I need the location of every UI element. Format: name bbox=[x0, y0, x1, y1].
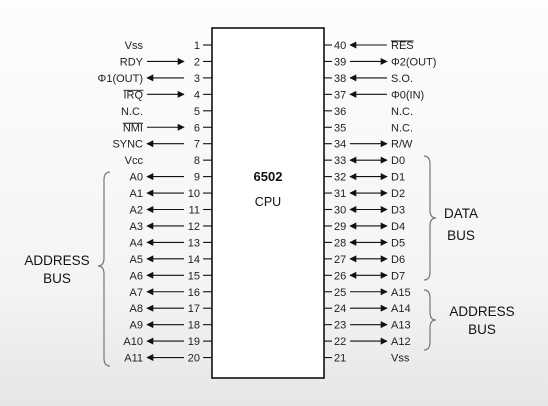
right-address-bus-brace bbox=[423, 289, 437, 351]
pin-number-6: 6 bbox=[194, 122, 200, 134]
data-bus-label-line1: DATA bbox=[444, 206, 478, 221]
pin-label-31: D2 bbox=[391, 188, 405, 200]
pin-number-40: 40 bbox=[334, 40, 346, 52]
pin-number-5: 5 bbox=[194, 106, 200, 118]
pin-label-33: D0 bbox=[391, 155, 405, 167]
pin-number-11: 11 bbox=[189, 205, 200, 217]
pin-number-21: 21 bbox=[334, 353, 346, 365]
pin-label-11: A2 bbox=[130, 205, 143, 217]
pin-label-35: N.C. bbox=[391, 122, 413, 134]
pin-label-22: A12 bbox=[391, 336, 411, 348]
pin-number-13: 13 bbox=[188, 237, 200, 249]
pin-label-27: D6 bbox=[391, 254, 405, 266]
left-address-bus-label-line1: ADDRESS bbox=[24, 253, 89, 268]
pin-number-2: 2 bbox=[194, 56, 200, 68]
left-address-bus-brace bbox=[97, 171, 111, 367]
pin-label-20: A11 bbox=[124, 353, 143, 365]
pin-number-19: 19 bbox=[188, 336, 200, 348]
pin-number-38: 38 bbox=[334, 73, 346, 85]
pin-number-33: 33 bbox=[334, 155, 346, 167]
pin-number-14: 14 bbox=[188, 254, 200, 266]
pin-label-4: IRQ bbox=[123, 89, 143, 101]
data-bus-brace bbox=[423, 155, 437, 281]
pin-number-16: 16 bbox=[188, 287, 200, 299]
pin-number-26: 26 bbox=[334, 270, 346, 282]
pin-number-23: 23 bbox=[334, 320, 346, 332]
pin-label-3: Φ1(OUT) bbox=[98, 73, 143, 85]
pin-number-15: 15 bbox=[188, 270, 200, 282]
pin-label-12: A3 bbox=[130, 221, 143, 233]
pin-label-6: NMI bbox=[123, 122, 143, 134]
pin-label-30: D3 bbox=[391, 205, 405, 217]
pin-label-15: A6 bbox=[130, 270, 143, 282]
pin-rows: 1 Vss 2 RDY 3 Φ1(OUT) 4 IRQ 5 N.C. 6 NMI 7 SYNC 8 Vcc 9 A… bbox=[98, 40, 437, 365]
pin-label-34: R/W bbox=[391, 139, 413, 151]
right-address-bus-label-line1: ADDRESS bbox=[449, 304, 514, 319]
pin-label-7: SYNC bbox=[112, 139, 143, 151]
chip-model: 6502 bbox=[254, 169, 283, 184]
pin-label-40: RES bbox=[391, 40, 414, 52]
pin-number-3: 3 bbox=[194, 73, 200, 85]
left-address-bus-label-line2: BUS bbox=[43, 271, 71, 286]
pin-label-26: D7 bbox=[391, 270, 405, 282]
pin-number-10: 10 bbox=[188, 188, 200, 200]
pin-label-9: A0 bbox=[130, 172, 143, 184]
pin-label-36: N.C. bbox=[391, 106, 413, 118]
pin-label-1: Vss bbox=[125, 40, 144, 52]
pin-label-19: A10 bbox=[123, 336, 143, 348]
pin-label-39: Φ2(OUT) bbox=[391, 56, 436, 68]
pin-number-8: 8 bbox=[194, 155, 200, 167]
pin-number-18: 18 bbox=[188, 320, 200, 332]
pin-number-1: 1 bbox=[194, 40, 200, 52]
pin-number-20: 20 bbox=[188, 353, 200, 365]
pin-label-13: A4 bbox=[130, 237, 143, 249]
pin-number-25: 25 bbox=[334, 287, 346, 299]
pin-number-29: 29 bbox=[334, 221, 346, 233]
pin-label-16: A7 bbox=[130, 287, 143, 299]
pin-number-9: 9 bbox=[194, 172, 200, 184]
pin-number-22: 22 bbox=[334, 336, 346, 348]
pin-label-18: A9 bbox=[130, 320, 143, 332]
pin-label-32: D1 bbox=[391, 172, 405, 184]
pin-number-34: 34 bbox=[334, 139, 346, 151]
right-address-bus-label-line2: BUS bbox=[468, 322, 496, 337]
pin-label-25: A15 bbox=[391, 287, 411, 299]
pin-label-8: Vcc bbox=[125, 155, 144, 167]
pin-label-10: A1 bbox=[130, 188, 143, 200]
pin-label-28: D5 bbox=[391, 237, 405, 249]
pin-label-21: Vss bbox=[391, 353, 410, 365]
data-bus-label-line2: BUS bbox=[447, 228, 475, 243]
pin-number-4: 4 bbox=[194, 89, 200, 101]
pin-number-35: 35 bbox=[334, 122, 346, 134]
pin-number-28: 28 bbox=[334, 237, 346, 249]
pin-number-17: 17 bbox=[188, 303, 200, 315]
pin-label-37: Φ0(IN) bbox=[391, 89, 424, 101]
pin-number-32: 32 bbox=[334, 172, 346, 184]
pin-label-14: A5 bbox=[130, 254, 143, 266]
pin-label-2: RDY bbox=[120, 56, 144, 68]
pin-label-17: A8 bbox=[130, 303, 143, 315]
pin-number-12: 12 bbox=[188, 221, 200, 233]
pin-label-23: A13 bbox=[391, 320, 411, 332]
pin-number-24: 24 bbox=[334, 303, 346, 315]
pin-number-37: 37 bbox=[334, 89, 346, 101]
pin-number-30: 30 bbox=[334, 205, 346, 217]
cpu-chip-body bbox=[211, 27, 325, 379]
pin-number-7: 7 bbox=[194, 139, 200, 151]
pin-label-29: D4 bbox=[391, 221, 405, 233]
pin-number-27: 27 bbox=[334, 254, 346, 266]
pin-number-31: 31 bbox=[334, 188, 346, 200]
pin-number-39: 39 bbox=[334, 56, 346, 68]
chip-type: CPU bbox=[255, 195, 281, 209]
pin-label-38: S.O. bbox=[391, 73, 413, 85]
pin-number-36: 36 bbox=[334, 106, 346, 118]
pin-label-24: A14 bbox=[391, 303, 411, 315]
pin-label-5: N.C. bbox=[121, 106, 143, 118]
